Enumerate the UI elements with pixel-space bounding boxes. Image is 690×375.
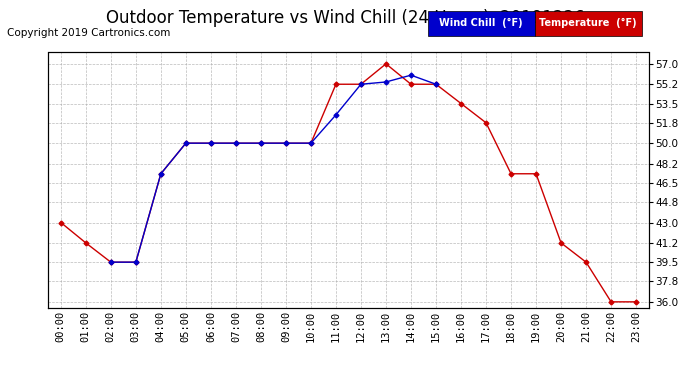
Text: Copyright 2019 Cartronics.com: Copyright 2019 Cartronics.com <box>7 28 170 38</box>
Text: Outdoor Temperature vs Wind Chill (24 Hours)  20191226: Outdoor Temperature vs Wind Chill (24 Ho… <box>106 9 584 27</box>
Text: Wind Chill  (°F): Wind Chill (°F) <box>440 18 523 28</box>
Text: Temperature  (°F): Temperature (°F) <box>540 18 637 28</box>
